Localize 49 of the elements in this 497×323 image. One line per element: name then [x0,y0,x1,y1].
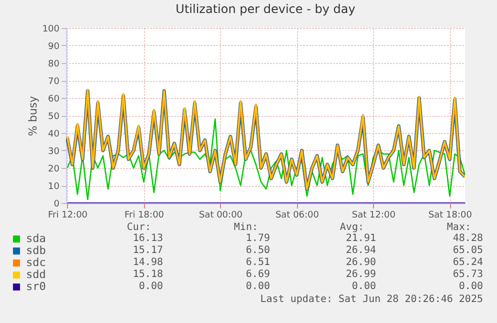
y-tick-label: 30 [48,147,60,157]
text: Last update: Sat Jun 28 20:26:46 2025 [260,294,483,306]
text: Avg: [340,222,364,234]
text: 6.69 [246,269,270,281]
text: 0.00 [458,281,483,293]
text: 65.24 [452,257,483,269]
x-tick-label: Sat 00:00 [198,210,243,220]
text: 15.18 [132,269,163,281]
text: 26.90 [346,257,376,269]
text: 26.99 [346,269,376,281]
y-tick-label: 80 [48,60,60,70]
text: 14.98 [132,257,163,269]
y-tick-label: 60 [48,94,60,104]
x-tick-label: Sat 12:00 [352,210,396,220]
y-tick-label: 0 [54,200,60,210]
y-tick-label: 90 [48,42,60,52]
x-tick-label: Fri 18:00 [124,210,164,220]
text: Cur: [126,222,151,234]
text: 6.51 [246,257,270,269]
text: 65.05 [452,245,483,257]
y-tick-label: 50 [48,112,60,122]
legend-label: sda [26,232,46,245]
legend-label: sdc [26,256,46,269]
text: 0.00 [352,281,376,293]
legend-label: sr0 [26,280,46,293]
legend-label: sdd [26,268,46,281]
y-tick-label: 20 [48,164,60,174]
x-tick-label: Sat 06:00 [275,210,320,220]
y-axis-title: % busy [26,95,40,136]
text: 0.00 [246,281,270,293]
text: 15.17 [132,245,163,257]
legend-label: sdb [26,244,46,257]
x-tick-label: Fri 12:00 [48,210,88,220]
text: 21.91 [346,233,376,245]
text: 6.50 [246,245,270,257]
text: 48.28 [452,233,483,245]
text: 26.94 [346,245,376,257]
y-tick-label: 100 [42,24,60,34]
text: Max: [446,222,471,234]
text: 1.79 [246,233,270,245]
text: 65.73 [452,269,483,281]
text: 0.00 [138,281,163,293]
text: Min: [234,222,258,234]
y-tick-label: 40 [48,130,60,140]
y-tick-label: 70 [48,77,60,87]
chart-title: Utilization per device - by day [176,2,356,16]
text: 16.13 [132,233,163,245]
y-tick-label: 10 [48,182,60,192]
x-tick-label: Sat 18:00 [428,210,472,220]
